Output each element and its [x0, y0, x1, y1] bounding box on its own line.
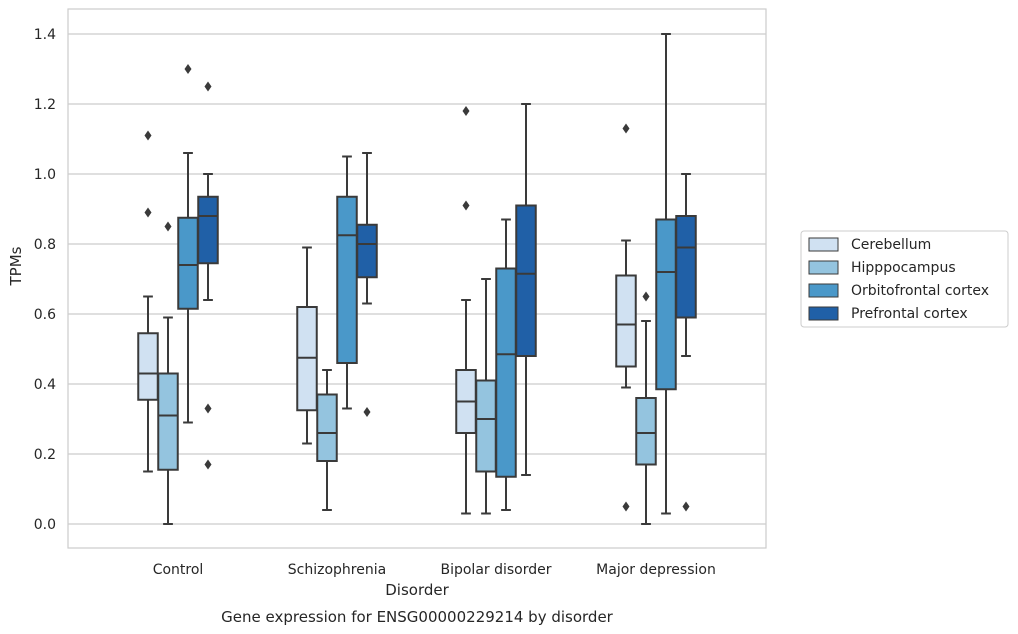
outlier-point [204, 81, 212, 92]
x-tick-label: Control [153, 562, 204, 578]
box-group [675, 173, 697, 512]
y-tick-label: 0.6 [34, 307, 56, 323]
box-iqr [475, 379, 497, 473]
box-group [336, 155, 358, 410]
box-group [455, 106, 477, 515]
y-tick-label: 1.4 [34, 27, 56, 43]
box-group [495, 218, 517, 511]
x-axis-title: Disorder [385, 581, 449, 599]
legend-label: Prefrontal cortex [851, 306, 968, 322]
box-iqr [336, 195, 358, 364]
outlier-point [164, 221, 172, 232]
outlier-point [462, 200, 470, 211]
box-group [615, 123, 637, 512]
box-group [296, 246, 318, 445]
chart-caption: Gene expression for ENSG00000229214 by d… [221, 608, 614, 626]
box-iqr [197, 195, 219, 265]
box-group [197, 81, 219, 470]
legend-swatch [808, 306, 839, 321]
box-group [177, 64, 199, 424]
box-group [475, 278, 497, 515]
y-axis-title: TPMs [7, 246, 25, 286]
outlier-point [144, 207, 152, 218]
outlier-point [363, 407, 371, 417]
boxes [137, 33, 697, 525]
y-tick-label: 0.4 [34, 377, 56, 393]
box-iqr [356, 223, 378, 279]
box-group [655, 33, 677, 515]
legend-label: Hipppocampus [851, 260, 956, 276]
y-axis-tick-labels: 0.0 0.2 0.4 0.6 0.8 1.0 1.2 1.4 [34, 27, 56, 533]
box-iqr [675, 215, 697, 319]
box-group [515, 103, 537, 476]
legend-frame [800, 230, 1009, 328]
x-tick-label: Schizophrenia [288, 562, 386, 578]
box-group [137, 130, 159, 473]
box-group [356, 152, 378, 417]
box-iqr [655, 218, 677, 391]
legend-swatch [808, 283, 839, 298]
outlier-point [204, 459, 212, 470]
legend-label: Cerebellum [851, 237, 931, 253]
legend-label: Orbitofrontal cortex [851, 283, 989, 299]
outlier-point [184, 64, 192, 74]
y-tick-label: 0.0 [34, 517, 56, 533]
box-group [316, 369, 338, 511]
outlier-point [682, 501, 690, 512]
outlier-point [622, 501, 630, 512]
x-tick-label: Bipolar disorder [440, 562, 551, 578]
legend-swatch [808, 237, 839, 252]
y-tick-label: 1.2 [34, 97, 56, 113]
box-iqr [495, 267, 517, 478]
x-tick-label: Major depression [596, 562, 716, 578]
legend: Cerebellum Hipppocampus Orbitofrontal cort… [800, 230, 1009, 328]
y-tick-label: 0.2 [34, 447, 56, 463]
box-iqr [316, 393, 338, 462]
x-axis-tick-labels: Control Schizophrenia Bipolar disorder Majo… [153, 562, 716, 578]
box-iqr [635, 397, 657, 466]
outlier-point [622, 123, 630, 134]
box-iqr [177, 216, 199, 310]
box-group [635, 291, 657, 525]
legend-items: Cerebellum Hipppocampus Orbitofrontal cort… [808, 237, 989, 322]
legend-swatch [808, 260, 839, 275]
outlier-point [144, 130, 152, 141]
outlier-point [642, 291, 650, 302]
box-iqr [137, 332, 159, 401]
box-iqr [615, 274, 637, 368]
y-tick-label: 1.0 [34, 167, 56, 183]
plot-area [67, 8, 767, 549]
y-tick-label: 0.8 [34, 237, 56, 253]
box-iqr [157, 372, 179, 471]
outlier-point [462, 106, 470, 116]
box-iqr [515, 204, 537, 357]
outlier-point [204, 403, 212, 414]
box-group [157, 221, 179, 525]
